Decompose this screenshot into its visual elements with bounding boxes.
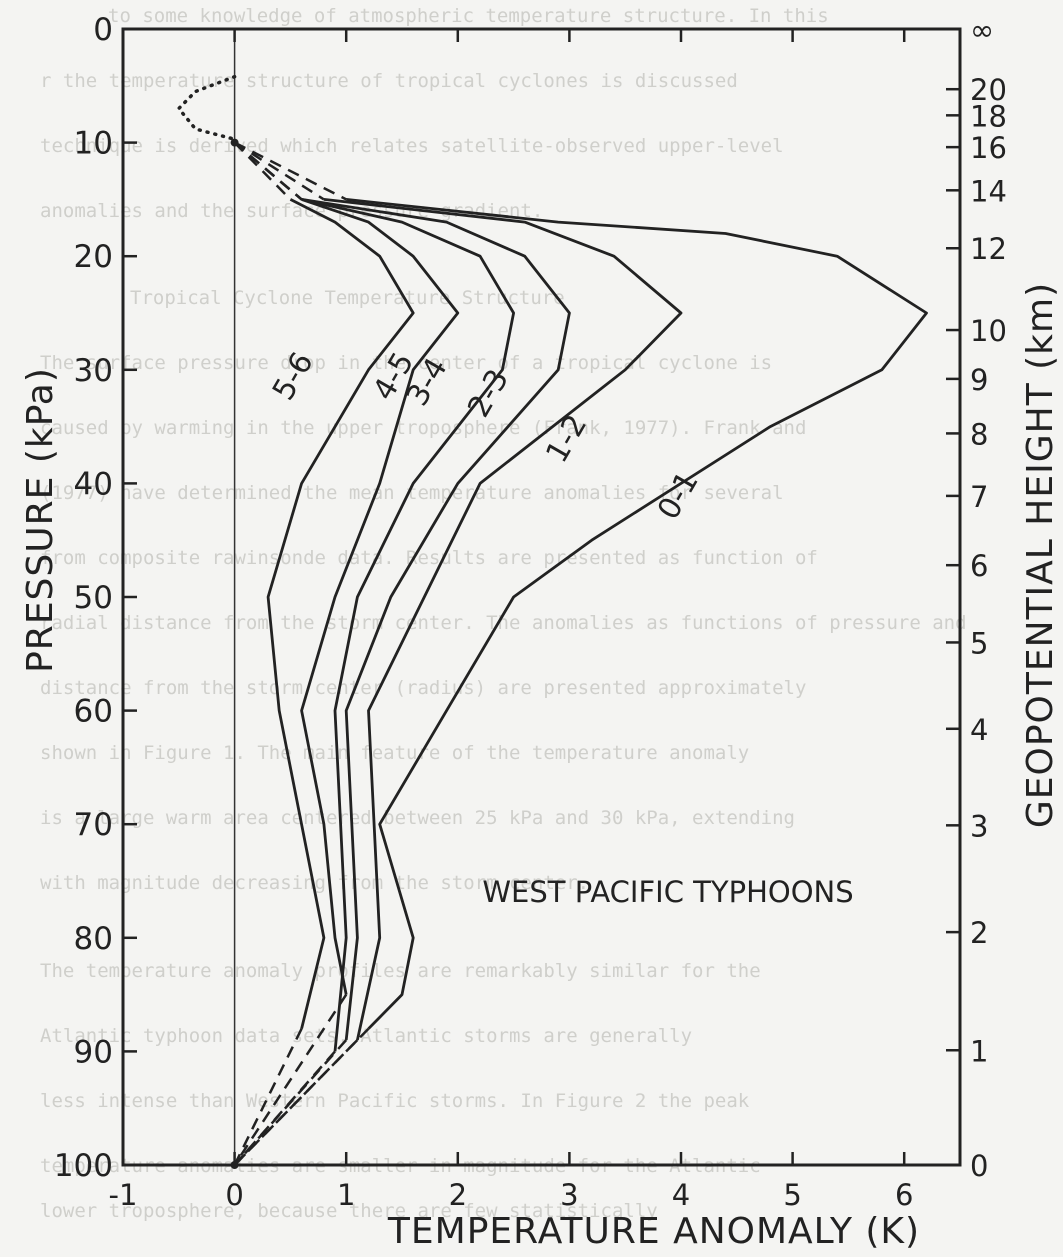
height-tick-label: 18 <box>970 99 1007 133</box>
height-tick-label: 0 <box>970 1149 988 1183</box>
y-tick-label: 80 <box>74 921 113 957</box>
height-tick-label: 16 <box>970 131 1007 165</box>
series-0-1-lower-dashed <box>233 1027 370 1166</box>
y-tick-label: 70 <box>74 807 113 843</box>
y-tick-label: 10 <box>74 126 113 162</box>
x-tick-label: 6 <box>895 1178 913 1212</box>
height-tick-label: 4 <box>970 713 988 747</box>
x-tick-label: -1 <box>109 1178 138 1212</box>
height-tick-label: 7 <box>970 480 988 514</box>
series-label: 2-3 <box>461 363 516 423</box>
y-axis-label: PRESSURE (kPa) <box>20 367 61 673</box>
height-tick-label: ∞ <box>970 13 994 47</box>
y-tick-label: 20 <box>74 239 113 275</box>
height-tick-label: 6 <box>970 549 988 583</box>
convergence-point-bottom <box>230 1161 239 1169</box>
series-labels: 0-11-22-33-44-55-6 <box>266 346 706 525</box>
series-5-6-curve <box>266 198 415 1030</box>
y-tick-label: 50 <box>74 580 113 616</box>
y-tick-label: 60 <box>74 694 113 730</box>
height-tick-label: 10 <box>970 314 1007 348</box>
y-tick-label: 90 <box>74 1034 113 1070</box>
series-2-3-curve <box>301 198 571 1041</box>
tropopause-dotted-curve <box>177 74 237 141</box>
plot-frame <box>121 27 962 1167</box>
y-tick-label: 0 <box>93 12 113 48</box>
convergence-point-top <box>230 138 239 147</box>
x-axis-label: TEMPERATURE ANOMALY (K) <box>387 1211 920 1252</box>
x-tick-label: 1 <box>337 1178 355 1212</box>
y-axis-ticks: 0 10 20 30 40 50 60 70 80 90 100 <box>54 12 137 1184</box>
series-label: 1-2 <box>539 409 594 469</box>
y-tick-label: 40 <box>74 466 113 502</box>
x-tick-label: 5 <box>783 1178 801 1212</box>
series-4-5-lower-dashed <box>233 993 348 1166</box>
height-tick-label: 3 <box>970 809 988 843</box>
height-tick-label: 9 <box>970 363 988 397</box>
series-0-1-upper-dashed <box>234 141 347 201</box>
series-5-6-lower-dashed <box>233 1028 303 1166</box>
height-tick-label: 8 <box>970 417 988 451</box>
series-label: 5-6 <box>266 346 321 406</box>
x-tick-label: 3 <box>560 1178 578 1212</box>
series-1-2-curve <box>323 198 683 1041</box>
series-5-6-upper-dashed <box>233 141 292 201</box>
series-1-2-lower-dashed <box>233 1039 359 1166</box>
series-3-4-curve <box>301 198 515 1052</box>
x-tick-label: 0 <box>225 1178 243 1212</box>
height-tick-label: 20 <box>970 73 1007 107</box>
height-tick-label: 14 <box>970 174 1007 208</box>
height-tick-label: 5 <box>970 626 988 660</box>
series-curves <box>177 74 928 1169</box>
chart-title: WEST PACIFIC TYPHOONS <box>482 875 853 909</box>
x-axis-ticks: -1 0 1 2 3 4 5 6 <box>109 29 913 1212</box>
series-4-5-upper-dashed <box>233 141 303 201</box>
y-tick-label: 30 <box>74 353 113 389</box>
series-0-1-curve <box>346 198 928 1030</box>
y-tick-label: 100 <box>54 1148 113 1184</box>
plot-border <box>121 27 962 1167</box>
height-tick-label: 12 <box>970 232 1007 266</box>
height-tick-label: 1 <box>970 1034 988 1068</box>
height-tick-label: 2 <box>970 916 988 950</box>
series-label: 0-1 <box>651 466 706 526</box>
series-4-5-curve <box>300 198 460 995</box>
series-1-2-upper-dashed <box>233 141 325 201</box>
x-tick-label: 4 <box>672 1178 690 1212</box>
series-3-4-lower-dashed <box>233 1050 336 1166</box>
height-axis-label: GEOPOTENTIAL HEIGHT (km) <box>1020 282 1061 828</box>
x-tick-label: 2 <box>449 1178 467 1212</box>
